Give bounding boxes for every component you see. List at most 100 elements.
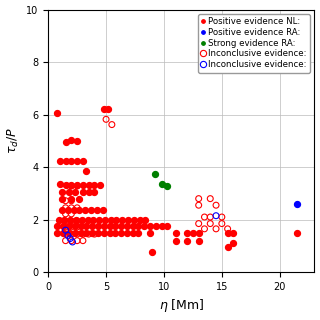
Point — [97, 217, 102, 222]
Point — [84, 169, 89, 174]
Legend: Positive evidence NL:, Positive evidence RA:, Strong evidence RA:, Inconclusive : Positive evidence NL:, Positive evidence… — [198, 14, 310, 73]
Point — [213, 213, 219, 218]
Point — [83, 208, 88, 213]
Point — [63, 224, 68, 229]
Point — [62, 217, 67, 222]
Point — [213, 226, 219, 231]
Point — [125, 217, 131, 222]
Point — [165, 183, 170, 188]
Point — [113, 230, 118, 235]
Point — [86, 189, 91, 195]
Point — [75, 183, 80, 188]
Point — [294, 230, 300, 235]
Y-axis label: $\tau_d/P$: $\tau_d/P$ — [5, 127, 21, 155]
Point — [55, 110, 60, 115]
Point — [75, 159, 80, 164]
Point — [72, 189, 77, 195]
Point — [106, 107, 111, 112]
Point — [69, 182, 74, 188]
Point — [90, 224, 95, 229]
Point — [69, 224, 74, 229]
Point — [153, 224, 158, 229]
Point — [55, 230, 60, 235]
Point — [68, 236, 73, 241]
Point — [67, 224, 72, 229]
Point — [61, 224, 66, 229]
X-axis label: $\eta$ [Mm]: $\eta$ [Mm] — [158, 298, 204, 315]
Point — [65, 208, 70, 213]
Point — [225, 226, 230, 231]
Point — [94, 208, 100, 213]
Point — [92, 189, 97, 195]
Point — [142, 224, 147, 229]
Point — [114, 217, 119, 222]
Point — [196, 230, 201, 235]
Point — [294, 201, 300, 206]
Point — [92, 182, 97, 188]
Point — [80, 159, 85, 164]
Point — [107, 224, 112, 229]
Point — [173, 238, 178, 243]
Point — [130, 230, 135, 235]
Point — [69, 238, 74, 243]
Point — [63, 159, 68, 164]
Point — [148, 224, 153, 229]
Point — [208, 221, 213, 226]
Point — [231, 230, 236, 235]
Point — [56, 217, 61, 222]
Point — [148, 230, 153, 235]
Point — [84, 224, 89, 229]
Point — [57, 159, 62, 164]
Point — [95, 230, 100, 235]
Point — [68, 217, 73, 222]
Point — [80, 232, 85, 237]
Point — [208, 196, 213, 201]
Point — [219, 221, 224, 226]
Point — [71, 208, 76, 213]
Point — [78, 230, 83, 235]
Point — [86, 182, 91, 188]
Point — [63, 228, 68, 233]
Point — [208, 214, 213, 220]
Point — [150, 250, 155, 255]
Point — [63, 205, 68, 210]
Point — [75, 138, 80, 143]
Point — [225, 245, 230, 250]
Point — [131, 217, 136, 222]
Point — [69, 211, 74, 216]
Point — [69, 218, 74, 223]
Point — [65, 233, 70, 238]
Point — [75, 238, 80, 243]
Point — [69, 158, 74, 164]
Point — [80, 238, 85, 243]
Point — [67, 189, 72, 195]
Point — [103, 117, 108, 122]
Point — [185, 238, 190, 243]
Point — [109, 122, 115, 127]
Point — [225, 230, 230, 235]
Point — [173, 230, 178, 235]
Point — [63, 211, 68, 216]
Point — [98, 182, 103, 188]
Point — [86, 232, 91, 237]
Point — [118, 224, 124, 229]
Point — [136, 230, 141, 235]
Point — [159, 224, 164, 229]
Point — [70, 239, 75, 244]
Point — [152, 172, 157, 177]
Point — [101, 230, 106, 235]
Point — [73, 217, 78, 222]
Point — [100, 208, 105, 213]
Point — [69, 205, 74, 210]
Point — [196, 221, 201, 226]
Point — [196, 203, 201, 208]
Point — [57, 182, 62, 187]
Point — [69, 183, 74, 188]
Point — [165, 224, 170, 229]
Point — [75, 205, 80, 210]
Point — [72, 224, 77, 229]
Point — [63, 182, 68, 188]
Point — [79, 217, 84, 222]
Point — [231, 241, 236, 246]
Point — [60, 189, 65, 195]
